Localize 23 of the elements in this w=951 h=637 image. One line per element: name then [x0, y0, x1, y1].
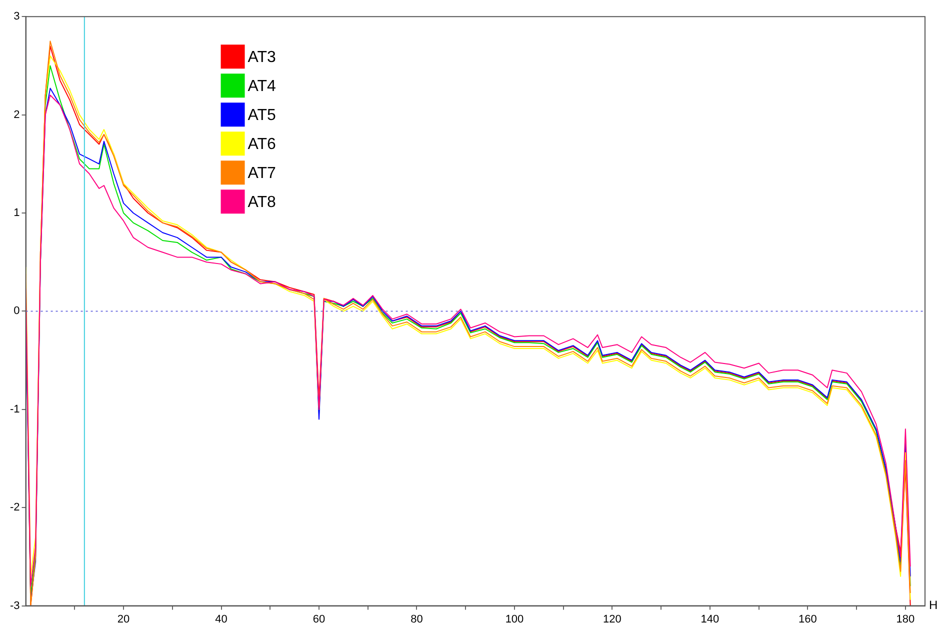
x-tick-label: 40: [215, 613, 228, 626]
legend-label: AT4: [248, 78, 276, 96]
legend-label: AT3: [248, 49, 276, 66]
x-axis-title: H: [929, 598, 938, 612]
x-tick-label: 80: [410, 613, 423, 626]
legend-label: AT8: [248, 194, 276, 212]
x-tick-label: 60: [312, 613, 326, 626]
legend-label: AT7: [248, 165, 276, 182]
x-tick-label: 180: [896, 613, 915, 626]
legend-label: AT6: [248, 136, 276, 154]
x-tick-label: 140: [700, 613, 720, 626]
x-tick-label: 160: [798, 613, 817, 626]
legend-label: AT5: [248, 107, 276, 124]
y-tick-label: 3: [14, 10, 20, 23]
x-tick-label: 100: [505, 613, 524, 626]
x-tick-label: 120: [603, 613, 622, 626]
y-tick-label: 0: [14, 305, 20, 318]
y-tick-label: 2: [14, 108, 20, 121]
y-tick-label: -1: [10, 403, 20, 416]
y-tick-label: -3: [10, 600, 20, 612]
y-tick-label: -2: [10, 502, 20, 514]
y-tick-label: 1: [14, 207, 20, 220]
x-tick-label: 20: [117, 613, 130, 626]
